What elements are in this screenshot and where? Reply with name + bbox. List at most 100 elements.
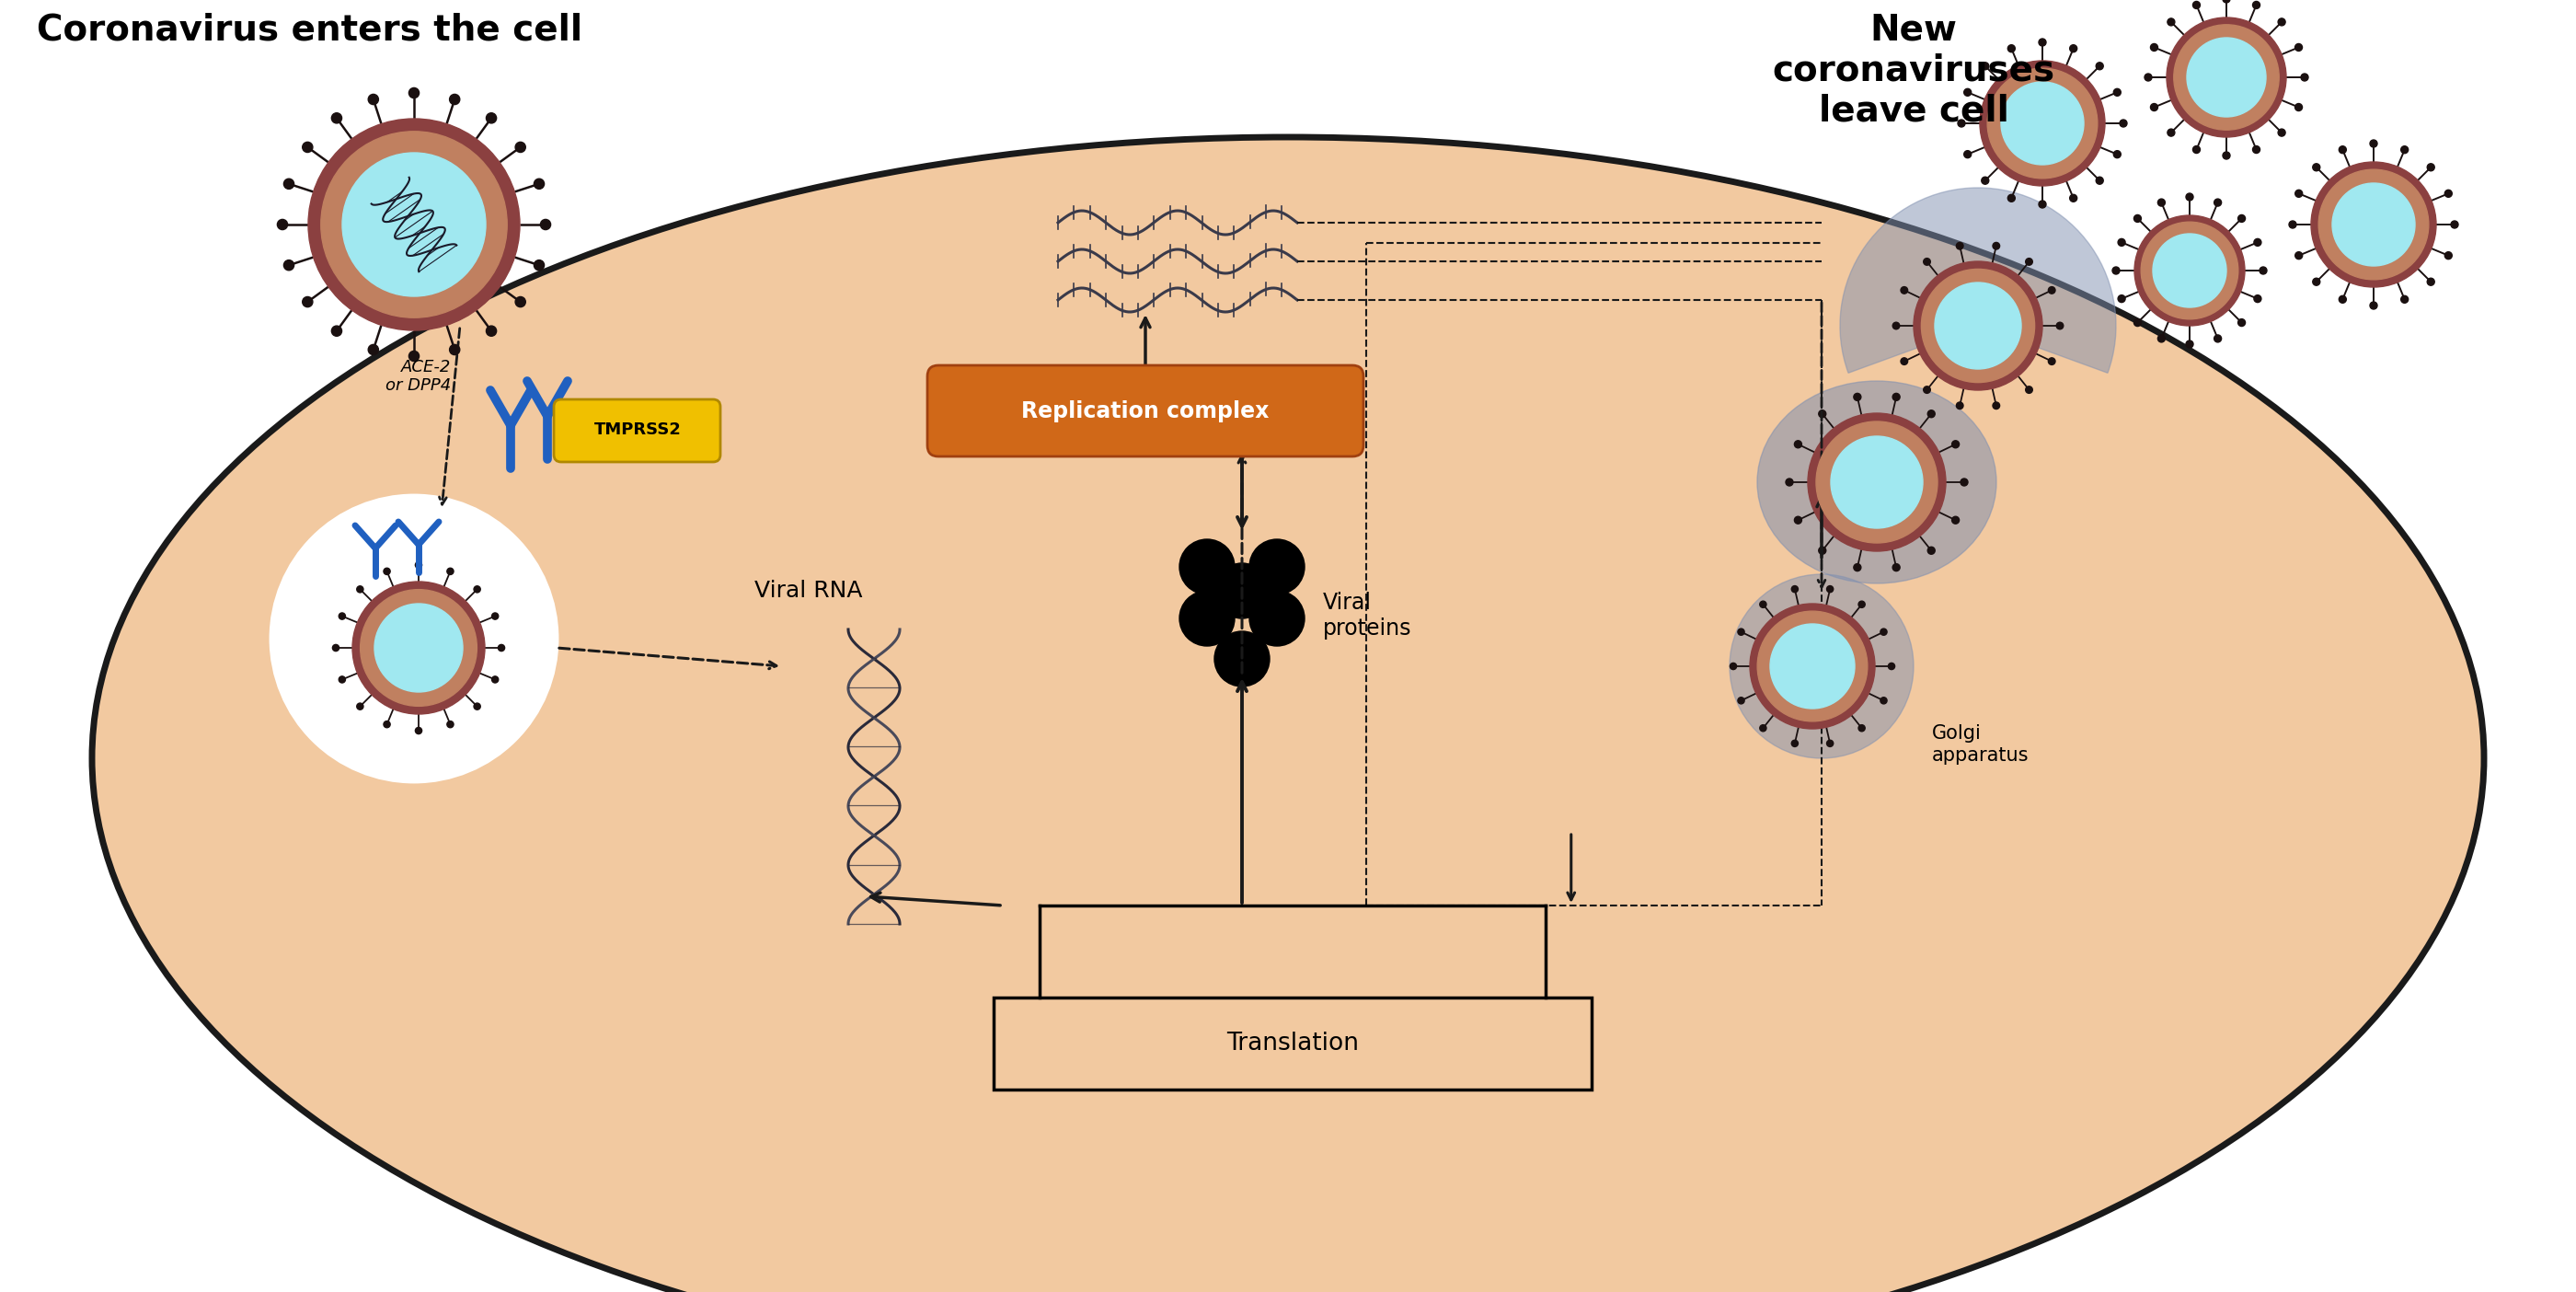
Circle shape: [533, 178, 544, 189]
Circle shape: [309, 119, 520, 331]
Circle shape: [2143, 74, 2151, 81]
Circle shape: [1213, 563, 1270, 619]
Circle shape: [410, 88, 420, 98]
Circle shape: [2277, 18, 2285, 26]
Text: Replication complex: Replication complex: [1023, 399, 1270, 422]
Circle shape: [2187, 341, 2192, 348]
Circle shape: [1935, 283, 2022, 370]
Circle shape: [2295, 190, 2303, 198]
Circle shape: [1759, 725, 1767, 731]
Circle shape: [1958, 120, 1965, 127]
Bar: [994, 997, 1592, 1089]
Circle shape: [2254, 295, 2262, 302]
Circle shape: [1914, 261, 2043, 390]
Circle shape: [1180, 539, 1234, 594]
Circle shape: [487, 112, 497, 123]
Circle shape: [283, 178, 294, 189]
Circle shape: [2254, 239, 2262, 245]
Circle shape: [1981, 61, 2105, 186]
Circle shape: [1249, 590, 1303, 646]
Circle shape: [2401, 296, 2409, 304]
Circle shape: [1994, 243, 1999, 249]
Circle shape: [1901, 358, 1909, 364]
Circle shape: [2133, 214, 2141, 222]
FancyBboxPatch shape: [554, 399, 721, 463]
Text: Translation: Translation: [1226, 1031, 1360, 1056]
Circle shape: [1960, 478, 1968, 486]
Circle shape: [2069, 45, 2076, 52]
Circle shape: [487, 326, 497, 336]
Circle shape: [533, 260, 544, 270]
Circle shape: [1963, 151, 1971, 158]
Circle shape: [2112, 89, 2120, 96]
Circle shape: [1855, 393, 1860, 401]
Circle shape: [1924, 386, 1929, 393]
Circle shape: [1857, 725, 1865, 731]
Circle shape: [2112, 267, 2120, 274]
Circle shape: [2117, 239, 2125, 245]
Circle shape: [515, 297, 526, 307]
Circle shape: [2290, 221, 2295, 229]
Circle shape: [2002, 81, 2084, 164]
Circle shape: [2445, 190, 2452, 198]
Circle shape: [415, 562, 422, 568]
Circle shape: [448, 94, 459, 105]
Text: ACE-2
or DPP4: ACE-2 or DPP4: [386, 358, 451, 394]
Circle shape: [2215, 335, 2221, 342]
Ellipse shape: [1757, 381, 1996, 584]
Circle shape: [1790, 740, 1798, 747]
Circle shape: [1785, 478, 1793, 486]
Circle shape: [2223, 0, 2231, 3]
Circle shape: [2048, 358, 2056, 364]
Circle shape: [2174, 25, 2280, 130]
Circle shape: [2038, 39, 2045, 47]
Circle shape: [2166, 18, 2174, 26]
Circle shape: [2339, 146, 2347, 154]
Circle shape: [1880, 629, 1888, 636]
Circle shape: [2251, 146, 2259, 154]
Text: Golgi
apparatus: Golgi apparatus: [1932, 725, 2030, 765]
Circle shape: [2192, 1, 2200, 9]
Ellipse shape: [93, 137, 2483, 1292]
Circle shape: [2120, 120, 2128, 127]
Circle shape: [2215, 199, 2221, 207]
Circle shape: [2370, 140, 2378, 147]
Circle shape: [1955, 243, 1963, 249]
Circle shape: [1739, 629, 1744, 636]
Circle shape: [1986, 68, 2097, 178]
Circle shape: [515, 142, 526, 152]
Circle shape: [541, 220, 551, 230]
Circle shape: [2445, 252, 2452, 260]
Circle shape: [2187, 194, 2192, 200]
Circle shape: [2295, 252, 2303, 260]
Circle shape: [1832, 437, 1922, 528]
Circle shape: [2427, 278, 2434, 286]
Circle shape: [355, 703, 363, 709]
Circle shape: [374, 603, 464, 693]
Circle shape: [283, 260, 294, 270]
Circle shape: [343, 152, 487, 296]
Circle shape: [2097, 62, 2105, 70]
Text: New
coronaviruses
leave cell: New coronaviruses leave cell: [1772, 13, 2056, 129]
Circle shape: [415, 727, 422, 734]
Circle shape: [2450, 221, 2458, 229]
Circle shape: [2159, 199, 2164, 207]
Circle shape: [2025, 386, 2032, 393]
Circle shape: [2151, 103, 2159, 111]
FancyBboxPatch shape: [927, 366, 1363, 456]
Ellipse shape: [1728, 574, 1914, 758]
Circle shape: [2154, 234, 2226, 307]
Circle shape: [361, 589, 477, 707]
Circle shape: [353, 581, 484, 714]
Circle shape: [1749, 603, 1875, 729]
Circle shape: [340, 676, 345, 683]
Circle shape: [2313, 164, 2321, 171]
Circle shape: [2277, 129, 2285, 136]
Circle shape: [1880, 698, 1888, 704]
Circle shape: [301, 142, 312, 152]
Circle shape: [2251, 1, 2259, 9]
Circle shape: [2239, 319, 2246, 327]
Circle shape: [1981, 62, 1989, 70]
Circle shape: [2313, 278, 2321, 286]
Circle shape: [474, 703, 482, 709]
